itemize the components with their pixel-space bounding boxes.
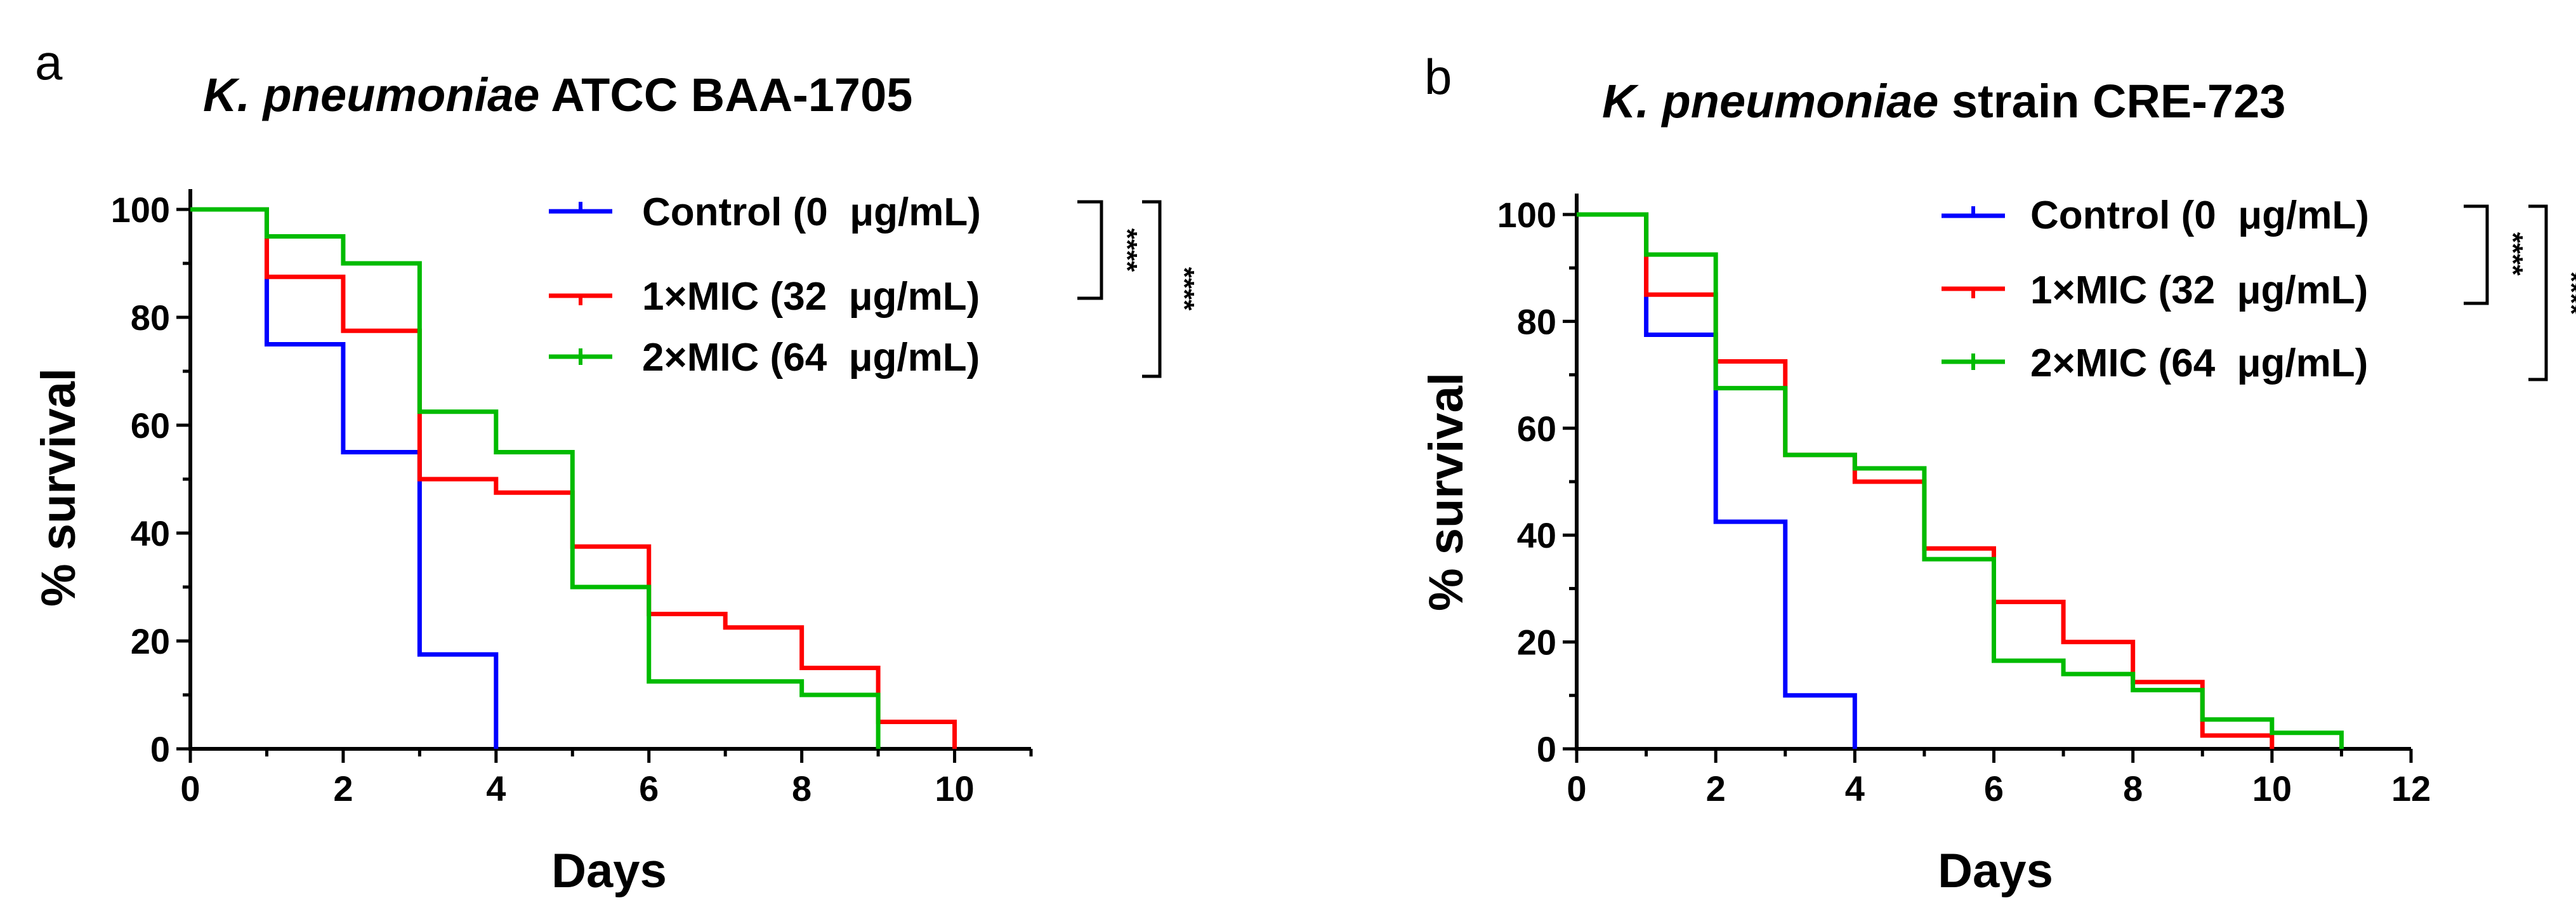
legend-b: Control (0 μg/mL) 1×MIC (32 μg/mL) 2×MIC…: [1942, 194, 2369, 385]
panel-b: b K. pneumoniae strain CRE-723 % surviva…: [1419, 49, 2576, 898]
chart-title-a: K. pneumoniae ATCC BAA-1705: [203, 69, 912, 121]
y-axis-title-a: % survival: [32, 368, 86, 607]
x-tick-label-2-b: 2: [1706, 769, 1726, 808]
x-tick-label-4-b: 4: [1845, 769, 1865, 808]
x-tick-label-4-a: 4: [486, 769, 506, 808]
sig-label-outer-b: ****: [2556, 272, 2576, 315]
legend-label-control-a: Control (0 μg/mL): [642, 190, 981, 234]
x-ticks-b: 0 2 4 6 8 10 12: [1567, 749, 2431, 808]
legend-label-2xmic-b: 2×MIC (64 μg/mL): [2030, 341, 2368, 385]
significance-a: **** ****: [1077, 200, 1200, 378]
y-ticks-b: 0 20 40 60 80 100: [1497, 195, 1577, 769]
x-tick-label-2-a: 2: [333, 769, 353, 808]
x-tick-label-8-a: 8: [792, 769, 812, 808]
legend-a: Control (0 μg/mL) 1×MIC (32 μg/mL) 2×MIC…: [549, 190, 981, 380]
series-line-2xmic-a: [190, 207, 881, 749]
x-tick-label-12-b: 12: [2391, 769, 2431, 808]
x-tick-label-8-b: 8: [2123, 769, 2143, 808]
sig-label-outer-a: ****: [1169, 267, 1200, 311]
y-tick-label-60-b: 60: [1517, 409, 1556, 449]
significance-b: **** ****: [2464, 204, 2576, 381]
title-species-b: K. pneumoniae: [1602, 75, 1938, 128]
y-tick-label-20-a: 20: [131, 621, 170, 661]
y-tick-label-60-a: 60: [131, 406, 170, 446]
series-group-a: [190, 207, 957, 749]
title-species-a: K. pneumoniae: [203, 69, 539, 121]
y-tick-label-100-b: 100: [1497, 195, 1556, 235]
panel-a: a K. pneumoniae ATCC BAA-1705 % survival…: [32, 34, 1200, 898]
legend-label-1xmic-a: 1×MIC (32 μg/mL): [642, 275, 980, 319]
sig-bracket-outer-a: [1142, 200, 1162, 378]
legend-label-1xmic-b: 1×MIC (32 μg/mL): [2030, 268, 2368, 312]
sig-label-inner-a: ****: [1112, 228, 1143, 272]
y-axis-title-b: % survival: [1419, 373, 1473, 611]
sig-bracket-outer-b: [2528, 204, 2548, 381]
sig-bracket-inner-b: [2464, 204, 2489, 305]
series-line-2xmic-b: [1577, 212, 2344, 749]
series-group-b: [1577, 212, 2344, 749]
x-tick-label-6-a: 6: [639, 769, 659, 808]
x-axis-title-a: Days: [551, 844, 667, 898]
y-tick-label-40-b: 40: [1517, 515, 1556, 555]
y-tick-label-0-b: 0: [1537, 729, 1556, 769]
x-tick-label-10-b: 10: [2252, 769, 2292, 808]
y-tick-label-80-b: 80: [1517, 301, 1556, 341]
panel-letter-b: b: [1424, 49, 1452, 105]
legend-label-2xmic-a: 2×MIC (64 μg/mL): [642, 336, 980, 380]
y-tick-label-40-a: 40: [131, 513, 170, 553]
sig-bracket-inner-a: [1077, 200, 1103, 300]
x-tick-label-6-b: 6: [1984, 769, 2004, 808]
panel-letter-a: a: [35, 34, 63, 90]
y-tick-label-80-a: 80: [131, 298, 170, 338]
y-tick-label-20-b: 20: [1517, 623, 1556, 663]
x-ticks-a: 0 2 4 6 8 10: [180, 749, 1033, 808]
y-tick-label-100-a: 100: [111, 190, 170, 230]
sig-label-inner-b: ****: [2497, 232, 2528, 276]
x-tick-label-10-a: 10: [935, 769, 974, 808]
x-tick-label-0-a: 0: [180, 769, 200, 808]
title-strain-a: ATCC BAA-1705: [539, 69, 912, 121]
y-tick-label-0-a: 0: [150, 729, 170, 769]
y-ticks-a: 0 20 40 60 80 100: [111, 190, 190, 769]
x-axis-title-b: Days: [1938, 844, 2053, 898]
x-tick-label-0-b: 0: [1567, 769, 1586, 808]
title-strain-b: strain CRE-723: [1938, 75, 2285, 128]
chart-title-b: K. pneumoniae strain CRE-723: [1602, 75, 2285, 128]
legend-label-control-b: Control (0 μg/mL): [2030, 194, 2369, 237]
